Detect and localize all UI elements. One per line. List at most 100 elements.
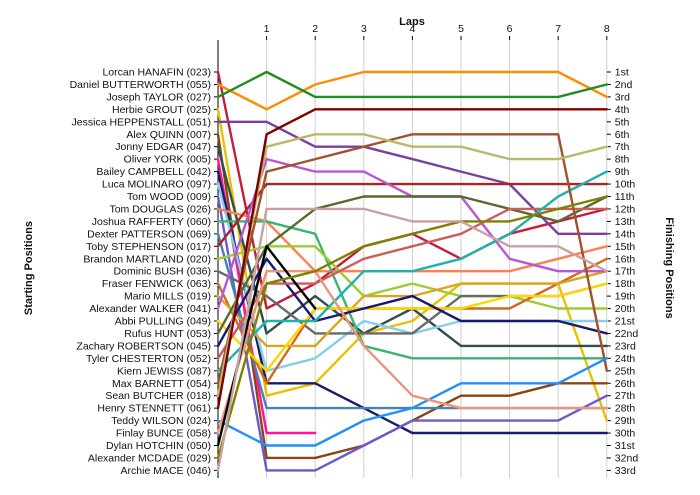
finish-position-label: 29th <box>615 415 636 427</box>
finish-position-label: 10th <box>615 179 636 191</box>
driver-start-label: Dylan HOTCHIN (050) <box>106 440 211 452</box>
driver-line <box>216 182 608 248</box>
finish-position-label: 26th <box>615 378 636 390</box>
driver-start-label: Jessica HEPPENSTALL (051) <box>72 116 211 128</box>
finish-position-label: 15th <box>615 241 636 253</box>
finish-position-label: 20th <box>615 303 636 315</box>
driver-line <box>216 133 608 397</box>
finish-position-label: 11th <box>615 191 635 203</box>
driver-line <box>216 357 608 447</box>
driver-start-label: Sean BUTCHER (018) <box>105 390 211 402</box>
finish-position-label: 17th <box>615 266 636 278</box>
finish-position-label: 23rd <box>615 340 636 352</box>
driver-start-label: Abbi PULLING (049) <box>115 316 211 328</box>
driver-line <box>216 195 608 335</box>
driver-line <box>216 133 608 385</box>
finish-position-label: 31st <box>615 440 635 452</box>
driver-start-label: Herbie GROUT (025) <box>112 104 211 116</box>
lap-tick-label: 6 <box>507 23 513 35</box>
finish-position-label: 33rd <box>615 465 636 477</box>
finish-position-label: 3rd <box>615 91 630 103</box>
lap-tick-label: 2 <box>312 23 318 35</box>
series-layer <box>216 70 608 472</box>
lap-tick-label: 4 <box>409 23 415 35</box>
driver-start-label: Joshua RAFFERTY (060) <box>92 216 211 228</box>
driver-start-label: Jonny EDGAR (047) <box>115 141 211 153</box>
finish-position-label: 5th <box>615 116 630 128</box>
finish-position-label: 28th <box>615 403 636 415</box>
finish-position-label: 1st <box>615 67 629 79</box>
finish-position-label: 2nd <box>615 79 633 91</box>
finish-position-label: 30th <box>615 428 636 440</box>
driver-line <box>216 70 608 99</box>
driver-start-label: Alexander WALKER (041) <box>89 303 211 315</box>
driver-start-label: Joseph TAYLOR (027) <box>107 91 211 103</box>
lap-tick-label: 8 <box>604 23 610 35</box>
lap-tick-labels: 1 2 3 4 5 6 7 8 <box>264 23 610 35</box>
finish-position-label: 16th <box>615 253 636 265</box>
finish-position-label: 6th <box>615 129 630 141</box>
finish-position-label: 4th <box>615 104 630 116</box>
finish-position-label: 7th <box>615 141 630 153</box>
finish-position-label: 19th <box>615 291 636 303</box>
finish-position-label: 14th <box>615 228 636 240</box>
driver-line <box>216 108 608 410</box>
driver-line <box>216 270 608 435</box>
driver-start-label: Brandon MARTLAND (020) <box>83 253 211 265</box>
lap-tick-label: 3 <box>361 23 367 35</box>
driver-start-label: Alexander MCDADE (029) <box>88 452 211 464</box>
driver-start-label: Archie MACE (046) <box>121 465 211 477</box>
lap-tick-label: 5 <box>458 23 464 35</box>
finish-position-label: 24th <box>615 353 636 365</box>
driver-start-label: Alex QUINN (007) <box>126 129 211 141</box>
left-axis-title: Starting Positions <box>23 221 35 315</box>
driver-start-label: Daniel BUTTERWORTH (055) <box>70 79 211 91</box>
finish-position-label: 13th <box>615 216 636 228</box>
driver-line <box>216 195 608 472</box>
driver-start-label: Luca MOLINARO (097) <box>102 179 211 191</box>
driver-start-label: Rufus HUNT (053) <box>124 328 211 340</box>
driver-line <box>216 170 608 435</box>
driver-start-label: Dominic BUSH (036) <box>114 266 211 278</box>
driver-line <box>216 170 608 372</box>
finishing-position-labels: 1st2nd3rd4th5th6th7th8th9th10th11th12th1… <box>615 67 639 477</box>
lap-tick-label: 7 <box>555 23 561 35</box>
driver-start-label: Oliver YORK (005) <box>124 154 211 166</box>
driver-start-label: Dexter PATTERSON (069) <box>87 228 211 240</box>
driver-start-label: Max BARNETT (054) <box>112 378 211 390</box>
driver-start-label: Mario MILLS (019) <box>124 291 211 303</box>
driver-start-label: Tyler CHESTERTON (052) <box>86 353 211 365</box>
finish-position-label: 32nd <box>615 452 639 464</box>
driver-start-label: Zachary ROBERTSON (045) <box>76 340 211 352</box>
driver-start-label: Teddy WILSON (024) <box>111 415 211 427</box>
finish-position-label: 27th <box>615 390 636 402</box>
driver-start-label: Fraser FENWICK (063) <box>102 278 211 290</box>
driver-line <box>216 282 608 372</box>
driver-start-label: Tom DOUGLAS (026) <box>109 203 211 215</box>
driver-line <box>216 70 608 111</box>
driver-start-label: Finlay BUNCE (058) <box>116 428 211 440</box>
driver-start-label: Bailey CAMPBELL (042) <box>96 166 211 178</box>
finish-position-label: 12th <box>615 203 636 215</box>
starting-position-labels: Lorcan HANAFIN (023)Daniel BUTTERWORTH (… <box>70 67 211 477</box>
finish-position-label: 8th <box>615 154 630 166</box>
driver-start-label: Tom WOOD (009) <box>127 191 211 203</box>
finish-position-label: 21st <box>615 316 635 328</box>
x-axis-title: Laps <box>399 16 425 28</box>
driver-line <box>216 195 608 460</box>
right-axis-title: Finishing Positions <box>663 217 675 318</box>
finish-position-label: 9th <box>615 166 630 178</box>
finish-position-label: 18th <box>615 278 636 290</box>
driver-start-label: Kiern JEWISS (087) <box>117 365 211 377</box>
driver-start-label: Lorcan HANAFIN (023) <box>102 67 211 79</box>
driver-start-label: Henry STENNETT (061) <box>97 403 211 415</box>
finish-position-label: 22nd <box>615 328 639 340</box>
driver-start-label: Toby STEPHENSON (017) <box>86 241 211 253</box>
driver-line <box>216 207 608 472</box>
lap-tick-label: 1 <box>264 23 270 35</box>
finish-position-label: 25th <box>615 365 636 377</box>
driver-line <box>216 220 608 360</box>
driver-line <box>216 245 608 310</box>
